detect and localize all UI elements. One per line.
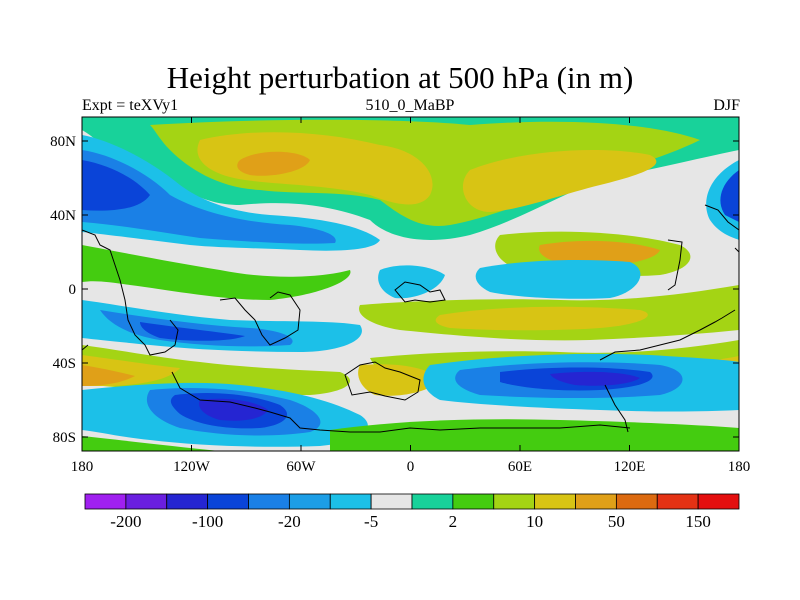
colorbar-label: -200 [110,512,141,531]
colorbar-label: -100 [192,512,223,531]
colorbar-swatch [84,493,127,510]
contour-polar-positive-west [82,436,220,451]
colorbar-swatch [329,493,372,510]
x-tick-label: 60E [508,459,532,475]
colorbar-swatch [575,493,617,510]
season-label: DJF [713,97,740,114]
contour-equatorial-negative-b [475,260,641,299]
contour-tropical-positive-east-core [435,306,648,331]
colorbar-swatch [248,493,290,510]
coastlines [82,204,739,433]
contour-south-negative-west-deep [199,398,268,421]
colorbar-swatch [288,493,331,510]
colorbar-swatch [493,493,536,510]
y-tick-label: 80S [53,430,76,446]
contour-north-positive-max [197,132,433,205]
contour-northeast-negative-core [720,170,739,222]
contour-north-negative-west-core [82,160,150,211]
x-tick-label: 120E [614,459,646,475]
colorbar-swatch [207,493,249,510]
contour-polar-positive [330,419,739,451]
y-tick-label: 80N [50,134,76,150]
colorbar-label: 2 [449,512,458,531]
contour-south-negative-band-west-core [100,310,293,347]
y-tick-label: 40N [50,208,76,224]
colorbar-swatch [656,493,699,510]
period-label: 510_0_MaBP [365,97,455,114]
contour-tropical-positive-west [82,245,351,300]
x-tick-label: 60W [286,459,316,475]
y-axis: 80N 40N 0 40S 80S [50,134,739,446]
colorbar-swatch [411,493,454,510]
colorbar: -200 -100 -20 -5 2 10 50 150 [84,493,740,531]
y-tick-label: 0 [69,282,77,298]
contour-south-positive-east-core [358,364,440,396]
x-tick-label: 180 [728,459,751,475]
colorbar-label: -5 [364,512,378,531]
colorbar-swatch [534,493,576,510]
colorbar-label: 50 [608,512,625,531]
contour-south-positive-west-peak [82,365,135,386]
colorbar-swatch [166,493,209,510]
colorbar-swatch [370,493,413,510]
colorbar-label: -20 [278,512,301,531]
contour-south-positive-west [82,345,350,395]
experiment-label: Expt = teXVy1 [82,97,179,114]
colorbar-label: 10 [526,512,543,531]
contour-north-positive-max-east [462,150,657,212]
contour-south-negative-band-west-deep [140,322,245,341]
colorbar-swatch [697,493,740,510]
contour-south-negative-east-deep [550,371,640,386]
contour-eastern-positive-core [539,240,660,267]
x-axis: 180 120W 60W 0 60E 120E 180 [71,117,751,475]
contour-north-positive-peak [237,151,310,176]
x-tick-label: 120W [173,459,211,475]
contour-field [82,117,739,451]
colorbar-swatch [615,493,658,510]
chart-title: Height perturbation at 500 hPa (in m) [166,60,634,95]
colorbar-swatch [125,493,168,510]
x-tick-label: 0 [407,459,415,475]
contour-north-negative-west-mid [82,150,336,244]
colorbar-swatch [452,493,495,510]
x-tick-label: 180 [71,459,94,475]
colorbar-label: 150 [685,512,711,531]
y-tick-label: 40S [53,356,76,372]
